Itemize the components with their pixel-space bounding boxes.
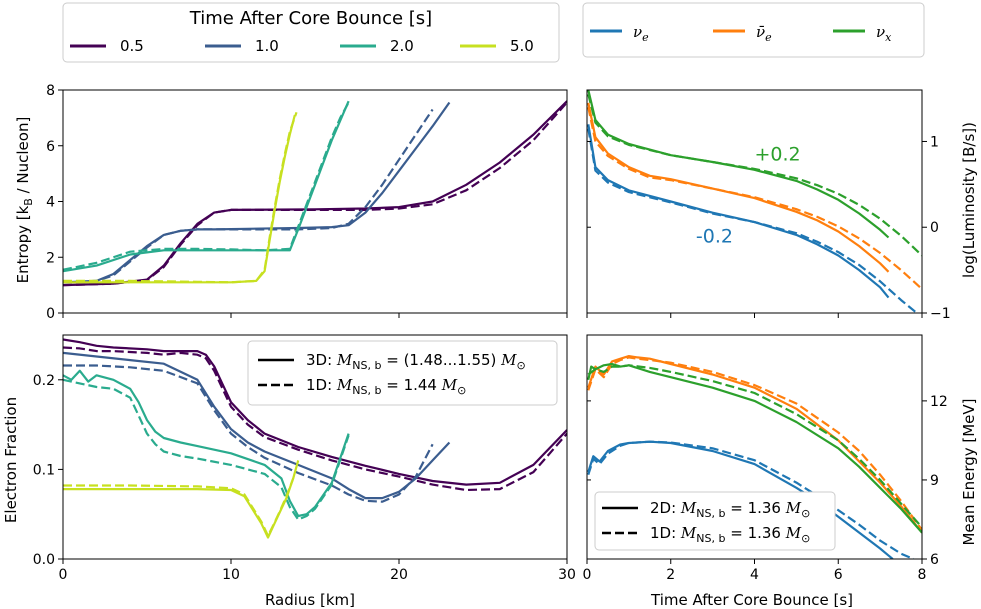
ye-series-1 [63, 346, 567, 492]
time-xlabel: Time After Core Bounce [s] [650, 591, 853, 609]
energy-xtick-label-3: 6 [834, 567, 843, 583]
ye-series-0 [63, 338, 567, 486]
ye-xtick-label-2: 20 [390, 567, 408, 583]
ye-legend-frame [247, 340, 558, 406]
entropy-ytick-label-0: 0 [46, 306, 55, 322]
entropy-series-4 [63, 100, 350, 273]
energy-xtick-label-2: 4 [750, 567, 759, 583]
ye-frame [62, 334, 568, 560]
luminosity-annotation-0: +0.2 [755, 143, 801, 165]
energy-xtick-label-0: 0 [583, 567, 592, 583]
luminosity-series-2 [587, 102, 890, 273]
energy-xtick-label-4: 8 [918, 567, 927, 583]
flavor-legend-label-2: νx [876, 23, 892, 44]
entropy-series-1 [63, 101, 567, 287]
radius-xlabel: Radius [km] [265, 591, 355, 609]
time-legend-label-2: 2.0 [390, 37, 414, 55]
energy-style-legend: 2D: MNS, b = 1.36 M⊙ 1D: MNS, b = 1.36 M⊙ [594, 491, 836, 551]
ye-series-3 [63, 364, 434, 503]
energy-series-4 [587, 440, 894, 559]
entropy-series-0 [63, 100, 567, 287]
energy-xtick-label-1: 2 [666, 567, 675, 583]
luminosity-series-4 [587, 124, 890, 299]
luminosity-annotation-1: -0.2 [696, 226, 733, 248]
time-legend-frame [62, 2, 560, 63]
ye-series-5 [63, 378, 350, 521]
energy-ytick-label-0: 6 [930, 552, 939, 568]
entropy-ylabel: Entropy [kB / Nucleon] [14, 117, 35, 284]
entropy-series-group [63, 100, 567, 287]
time-legend-title: Time After Core Bounce [s] [189, 8, 432, 29]
entropy-ytick-label-4: 8 [46, 83, 55, 99]
energy-series-3 [587, 364, 922, 529]
ye-xtick-label-1: 10 [222, 567, 240, 583]
ye-series-7 [63, 478, 295, 537]
luminosity-series-group [587, 90, 922, 313]
luminosity-series-3 [587, 106, 922, 290]
energy-series-1 [587, 356, 922, 531]
time-legend-label-0: 0.5 [120, 37, 144, 55]
electron-fraction-panel: 0 10 20 30 0.0 0.1 0.2 [33, 334, 576, 583]
energy-series-0 [587, 355, 922, 534]
ye-legend-label-1: 1D: MNS, b = 1.44 M⊙ [306, 376, 466, 397]
ye-series-group [63, 338, 567, 539]
entropy-series-5 [63, 101, 350, 271]
luminosity-series-0 [587, 90, 890, 239]
flavor-legend-label-0: νe [633, 23, 649, 44]
energy-legend-label-0: 2D: MNS, b = 1.36 M⊙ [650, 499, 810, 520]
ye-style-legend: 3D: MNS, b = (1.48...1.55) M⊙ 1D: MNS, b … [247, 340, 558, 406]
entropy-ytick-label-2: 4 [46, 195, 55, 211]
ye-xtick-label-0: 0 [59, 567, 68, 583]
energy-ytick-label-2: 12 [930, 394, 948, 410]
ye-ylabel: Electron Fraction [2, 397, 20, 523]
luminosity-ytick-label-2: 1 [930, 134, 939, 150]
flavor-legend-label-1: ν̄e [756, 23, 772, 44]
flavor-legend-frame [582, 2, 925, 58]
energy-series-5 [587, 440, 915, 559]
luminosity-panel: −1 0 1 +0.2 -0.2 [586, 89, 951, 322]
entropy-series-3 [63, 108, 434, 284]
ye-series-6 [63, 460, 300, 539]
energy-legend-label-1: 1D: MNS, b = 1.36 M⊙ [650, 524, 810, 545]
time-legend-label-1: 1.0 [255, 37, 279, 55]
ye-series-4 [63, 369, 350, 518]
entropy-series-6 [63, 114, 296, 284]
entropy-series-7 [63, 111, 298, 284]
ye-legend-label-0: 3D: MNS, b = (1.48...1.55) M⊙ [306, 351, 526, 372]
energy-ytick-label-1: 9 [930, 473, 939, 489]
energy-legend-frame [594, 491, 836, 551]
luminosity-ytick-label-0: −1 [930, 306, 951, 322]
energy-series-2 [587, 362, 922, 534]
entropy-panel: 0 2 4 6 8 [46, 83, 568, 322]
energy-series-group [587, 355, 922, 559]
ye-ytick-label-2: 0.2 [33, 373, 55, 389]
ye-ytick-label-1: 0.1 [33, 462, 55, 478]
luminosity-series-1 [587, 94, 922, 257]
time-legend-label-3: 5.0 [510, 37, 534, 55]
luminosity-ytick-label-1: 0 [930, 220, 939, 236]
entropy-ytick-label-1: 2 [46, 250, 55, 266]
ye-ytick-label-0: 0.0 [33, 552, 55, 568]
flavor-legend: νe ν̄e νx [582, 2, 925, 58]
ye-xtick-label-3: 30 [558, 567, 576, 583]
entropy-ytick-label-3: 6 [46, 139, 55, 155]
ye-series-2 [63, 351, 451, 500]
time-legend: Time After Core Bounce [s] 0.5 1.0 2.0 5.0 [62, 2, 560, 63]
energy-ylabel: Mean Energy [MeV] [960, 398, 978, 545]
luminosity-ylabel: log(Luminosity [B/s]) [960, 122, 978, 278]
